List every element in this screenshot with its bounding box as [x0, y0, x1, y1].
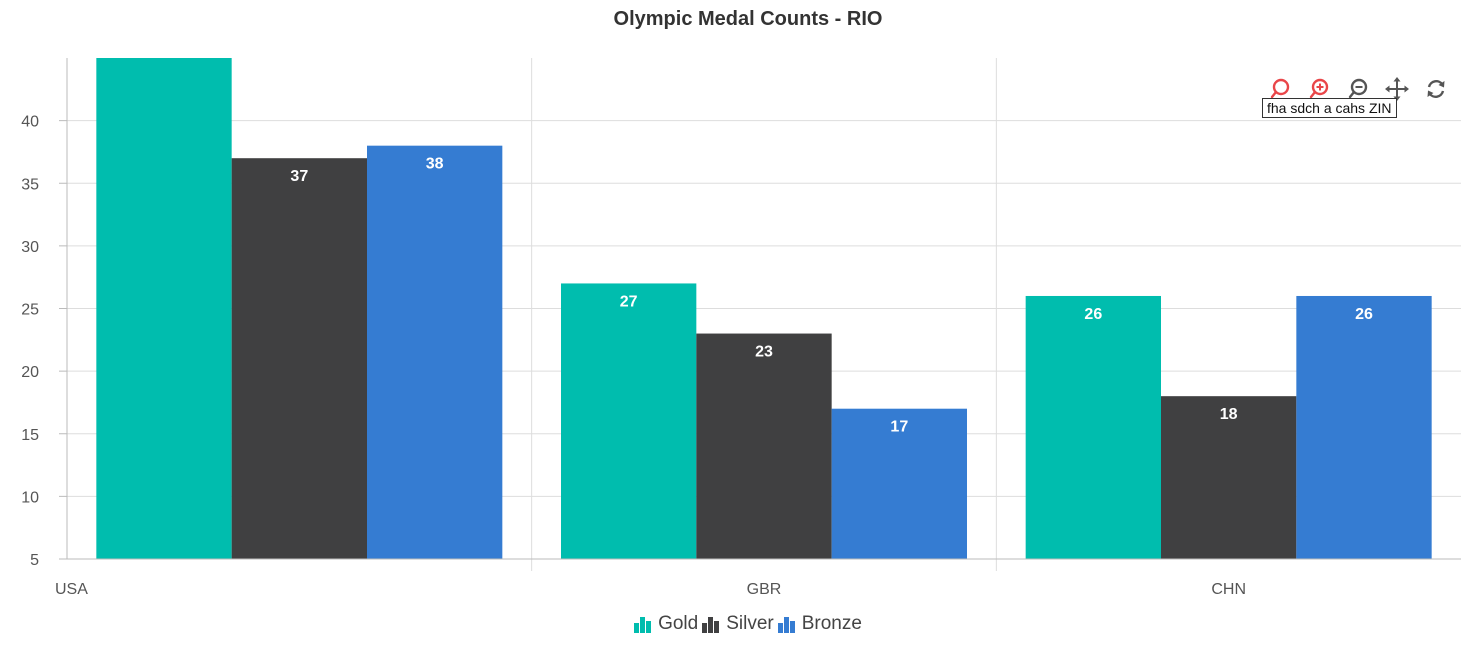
bar-silver-chn	[1161, 396, 1297, 559]
bar-bronze-usa	[367, 145, 503, 559]
data-label: 17	[890, 419, 908, 436]
chart-title: Olympic Medal Counts - RIO	[613, 8, 883, 30]
y-tick-label: 5	[30, 552, 39, 569]
x-tick-label: GBR	[747, 581, 782, 598]
data-label: 37	[290, 168, 308, 185]
data-labels-layer: 37 38 27 23 17 26 18 26	[290, 156, 1373, 436]
data-label: 27	[620, 293, 638, 310]
legend-label: Silver	[726, 613, 774, 634]
zoom-toolbar	[1259, 68, 1459, 114]
legend-item-gold[interactable]: Gold	[634, 613, 698, 635]
bar-gold-usa	[96, 58, 232, 559]
axis-layer: 5 10 15 20 25 30 35 40 USA GBR CHN	[21, 58, 1461, 598]
chart-legend: Gold Silver Bronze	[0, 613, 1476, 639]
legend-swatch-bar	[708, 617, 714, 633]
legend-swatch-bar	[634, 623, 640, 633]
legend-swatch-bar	[789, 621, 795, 633]
y-tick-label: 10	[21, 489, 39, 506]
legend-bar-icon	[702, 617, 720, 633]
legend-swatch-bar	[783, 617, 789, 633]
legend-swatch-bar	[777, 623, 783, 633]
pan-icon[interactable]	[1383, 75, 1411, 103]
bar-bronze-gbr	[831, 408, 967, 559]
data-label: 26	[1355, 306, 1373, 323]
legend-swatch-bar	[702, 623, 708, 633]
bar-gold-gbr	[561, 283, 697, 559]
legend-item-bronze[interactable]: Bronze	[777, 613, 862, 635]
legend-bar-icon	[634, 617, 652, 633]
legend-swatch-bar	[714, 621, 720, 633]
y-tick-label: 15	[21, 427, 39, 444]
legend-bar-icon	[777, 617, 795, 633]
zoom-icon[interactable]	[1267, 75, 1295, 103]
y-tick-label: 30	[21, 239, 39, 256]
reset-icon[interactable]	[1422, 75, 1450, 103]
legend-swatch-bar	[646, 621, 652, 633]
zoom-in-icon[interactable]	[1306, 75, 1334, 103]
legend-item-silver[interactable]: Silver	[702, 613, 774, 635]
data-label: 23	[755, 344, 773, 361]
bar-silver-usa	[231, 158, 367, 559]
x-tick-label: CHN	[1211, 581, 1246, 598]
data-label: 18	[1220, 406, 1238, 423]
legend-label: Bronze	[801, 613, 862, 634]
y-tick-label: 20	[21, 364, 39, 381]
data-label: 38	[426, 156, 444, 173]
legend-label: Gold	[658, 613, 699, 634]
y-tick-label: 25	[21, 302, 39, 319]
y-tick-label: 35	[21, 176, 39, 193]
bar-gold-chn	[1025, 295, 1161, 559]
data-label: 26	[1084, 306, 1102, 323]
toolbar-tooltip: fha sdch a cahs ZIN	[1262, 98, 1397, 118]
bars-layer	[96, 58, 1432, 559]
bar-silver-gbr	[696, 333, 832, 559]
legend-swatch-bar	[640, 617, 646, 633]
y-tick-label: 40	[21, 114, 39, 131]
bar-bronze-chn	[1296, 295, 1432, 559]
zoom-out-icon[interactable]	[1345, 75, 1373, 103]
x-tick-label: USA	[55, 581, 88, 598]
